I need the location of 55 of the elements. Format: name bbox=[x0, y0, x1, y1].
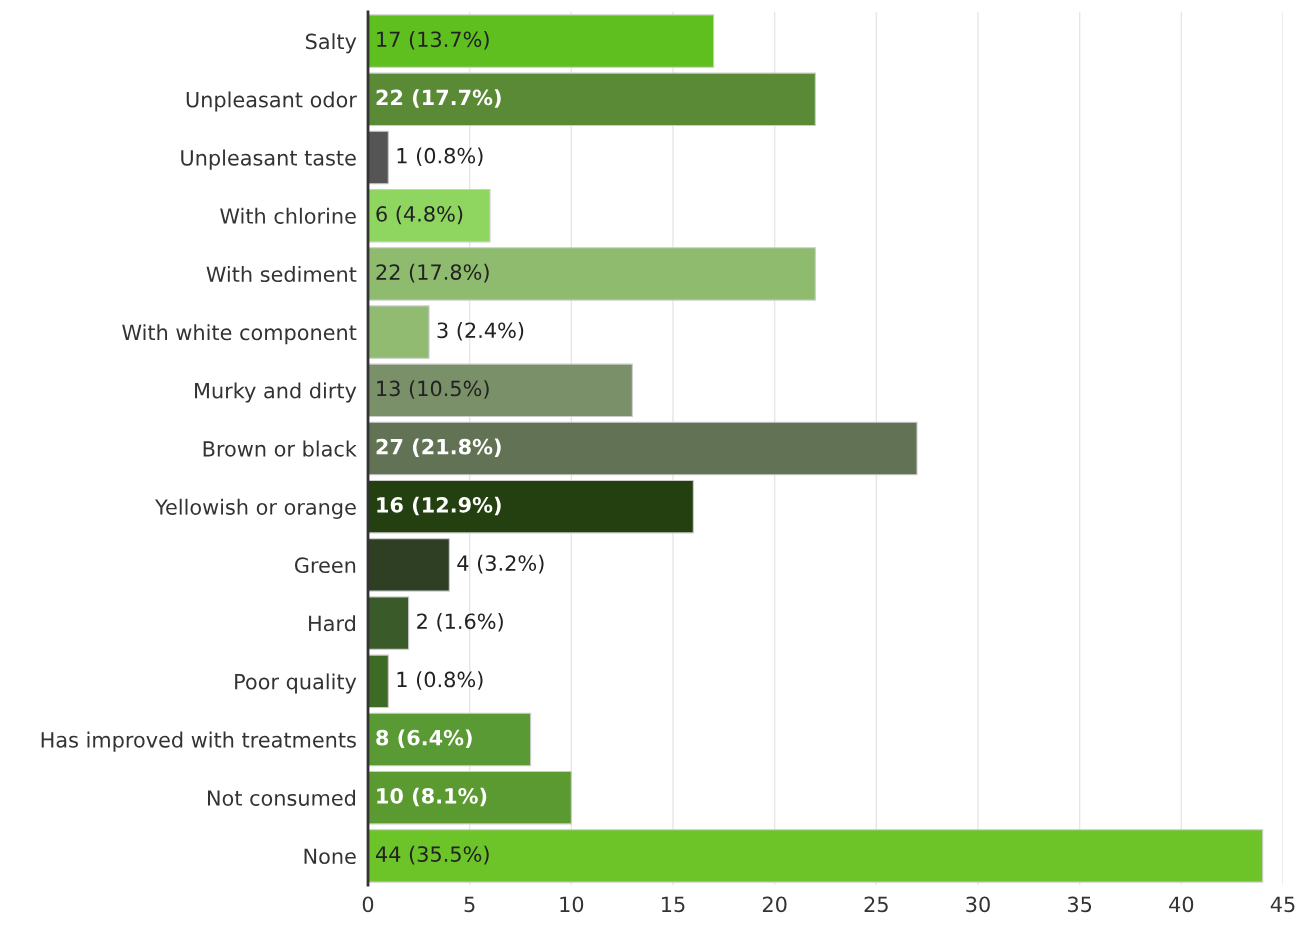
bar bbox=[368, 421, 918, 476]
data-label: 3 (2.4%) bbox=[437, 322, 524, 341]
x-tick-label: 40 bbox=[1169, 896, 1194, 913]
bar bbox=[368, 596, 410, 650]
bar bbox=[368, 305, 430, 359]
data-label: 8 (6.4%) bbox=[376, 729, 472, 748]
bar bbox=[368, 770, 572, 825]
data-label: 13 (10.5%) bbox=[377, 380, 489, 399]
x-tick-label: 20 bbox=[762, 896, 787, 913]
x-tick-label: 10 bbox=[560, 896, 584, 913]
bar bbox=[368, 479, 694, 534]
data-label: 4 (3.2%) bbox=[457, 554, 544, 574]
y-tick-label: Has improved with treatments bbox=[41, 731, 356, 752]
y-tick-label: With sediment bbox=[206, 265, 357, 283]
y-tick-label: Murky and dirty bbox=[195, 382, 357, 403]
bar bbox=[368, 654, 389, 709]
data-label: 22 (17.7%) bbox=[376, 89, 501, 108]
data-label: 6 (4.8%) bbox=[376, 205, 463, 225]
bar bbox=[368, 130, 389, 185]
y-tick-label: Brown or black bbox=[203, 440, 357, 457]
y-tick-label: Not consumed bbox=[208, 789, 355, 806]
bar bbox=[368, 363, 633, 418]
x-tick-label: 25 bbox=[864, 896, 888, 913]
x-tick-label: 0 bbox=[362, 896, 374, 913]
data-label: 44 (35.5%) bbox=[375, 845, 489, 865]
y-tick-label: With chlorine bbox=[220, 207, 356, 224]
y-tick-label: Green bbox=[294, 557, 356, 574]
bar bbox=[368, 538, 450, 592]
bar bbox=[368, 712, 532, 767]
bar bbox=[368, 829, 1264, 883]
data-label: 27 (21.8%) bbox=[376, 438, 501, 457]
bar bbox=[368, 72, 816, 127]
x-tick-label: 35 bbox=[1068, 896, 1092, 913]
x-tick-label: 45 bbox=[1270, 896, 1295, 913]
bar bbox=[368, 14, 715, 68]
data-label: 16 (12.9%) bbox=[377, 496, 501, 516]
x-tick-label: 5 bbox=[464, 896, 475, 913]
y-tick-label: None bbox=[304, 848, 356, 865]
x-tick-label: 30 bbox=[966, 896, 990, 913]
y-tick-label: Hard bbox=[309, 615, 355, 632]
x-tick-label: 15 bbox=[662, 896, 685, 913]
y-tick-label: With white component bbox=[122, 324, 357, 345]
data-label: 1 (0.8%) bbox=[397, 147, 483, 166]
y-tick-label: Unpleasant taste bbox=[181, 149, 356, 170]
y-tick-label: Yellowish or orange bbox=[154, 498, 356, 519]
data-label: 10 (8.1%) bbox=[377, 787, 487, 807]
data-label: 1 (0.8%) bbox=[397, 671, 483, 690]
y-tick-label: Unpleasant odor bbox=[186, 91, 357, 112]
data-label: 2 (1.6%) bbox=[417, 613, 503, 632]
y-tick-label: Salty bbox=[305, 33, 357, 54]
data-label: 22 (17.8%) bbox=[376, 263, 489, 283]
y-tick-label: Poor quality bbox=[235, 673, 357, 694]
bar bbox=[368, 188, 491, 243]
data-label: 17 (13.7%) bbox=[377, 31, 489, 50]
bar bbox=[368, 247, 816, 301]
